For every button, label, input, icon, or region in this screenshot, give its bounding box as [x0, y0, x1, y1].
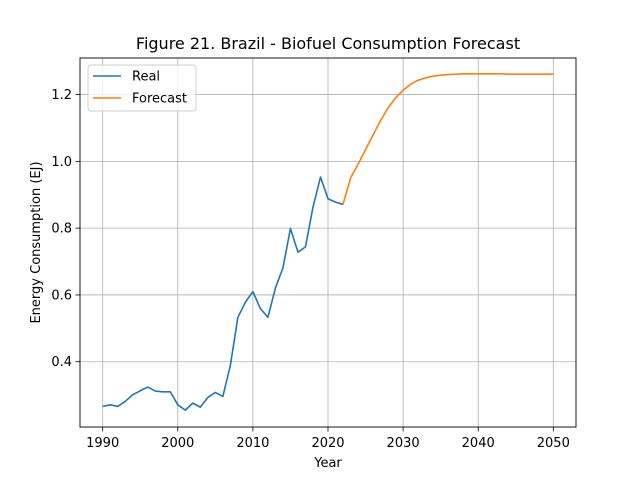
- chart-title: Figure 21. Brazil - Biofuel Consumption …: [136, 34, 520, 53]
- series-line-real: [102, 176, 344, 411]
- y-axis-label: Energy Consumption (EJ): [29, 161, 44, 323]
- x-tick-label: 2050: [537, 436, 570, 451]
- x-tick-label: 1990: [86, 436, 119, 451]
- x-tick-label: 2010: [236, 436, 269, 451]
- series-lines: [102, 73, 554, 411]
- y-tick-label: 0.4: [51, 355, 72, 370]
- y-tick-label: 0.8: [51, 222, 72, 237]
- x-tick-label: 2040: [462, 436, 495, 451]
- y-tick-label: 1.2: [51, 88, 72, 103]
- series-line-forecast: [342, 73, 554, 205]
- legend: Real Forecast: [87, 64, 197, 112]
- y-tick-label: 0.6: [51, 288, 72, 303]
- x-tick-label: 2030: [387, 436, 420, 451]
- grid: [80, 58, 576, 427]
- legend-label-forecast: Forecast: [132, 92, 187, 107]
- y-tick-label: 1.0: [51, 155, 72, 170]
- y-axis: 0.4 0.6 0.8 1.0 1.2: [51, 88, 80, 370]
- x-tick-label: 2020: [311, 436, 344, 451]
- x-tick-label: 2000: [161, 436, 194, 451]
- x-axis-label: Year: [313, 456, 342, 471]
- x-axis: 1990 2000 2010 2020 2030 2040 2050: [86, 427, 570, 451]
- legend-label-real: Real: [132, 70, 160, 85]
